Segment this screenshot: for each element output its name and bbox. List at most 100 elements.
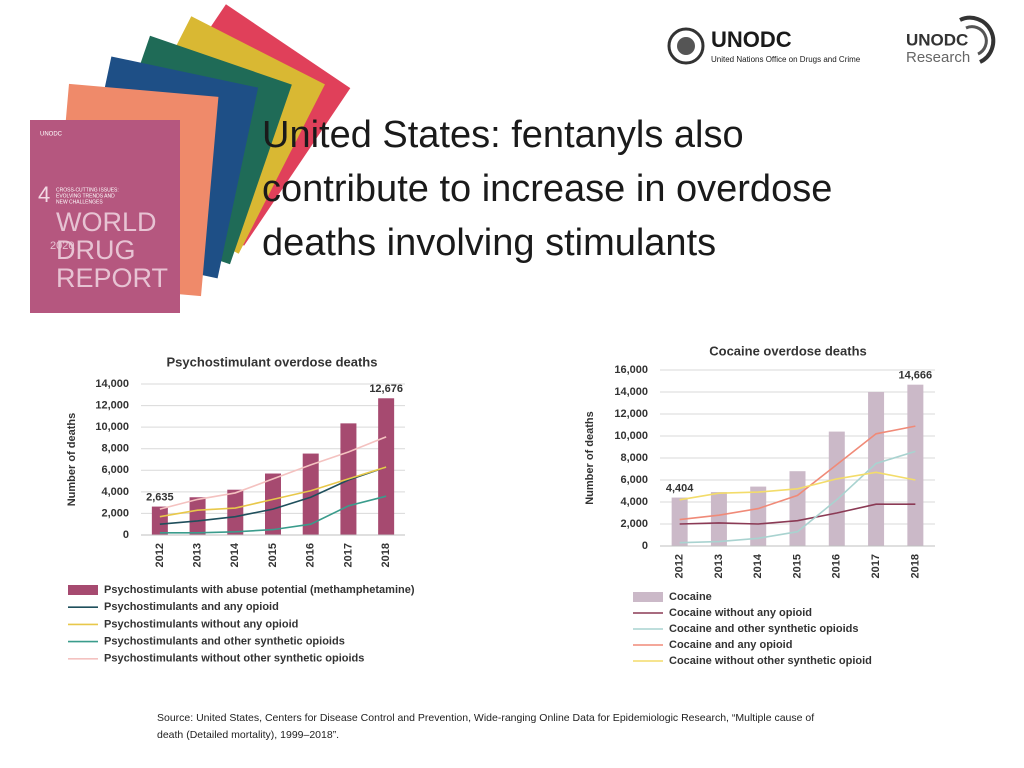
x-tick-label: 2014 (229, 542, 241, 567)
logo-text: UNODC (906, 30, 968, 49)
logo-text: UNODC (711, 27, 792, 52)
line-series (159, 466, 387, 518)
y-tick-label: 2,000 (620, 518, 648, 530)
line-series (679, 503, 916, 525)
x-tick-label: 2012 (154, 543, 166, 567)
unodc-logo: UNODC United Nations Office on Drugs and… (667, 27, 861, 65)
data-label: 2,635 (146, 491, 174, 503)
cover-subtitle: NEW CHALLENGES (56, 199, 103, 205)
x-tick-label: 2015 (791, 554, 803, 578)
research-logo: UNODC Research (906, 15, 996, 66)
legend-label: Cocaine and other synthetic opioids (669, 623, 858, 635)
x-tick-label: 2013 (191, 543, 203, 567)
x-tick-label: 2012 (674, 554, 686, 578)
legend-label: Psychostimulants with abuse potential (m… (104, 584, 415, 596)
line-series (679, 471, 916, 501)
un-emblem-globe (677, 37, 695, 55)
x-tick-label: 2016 (831, 554, 843, 578)
y-tick-label: 12,000 (614, 408, 648, 420)
slide-title: United States: fentanyls also (262, 114, 744, 156)
legend-label: Cocaine without any opioid (669, 607, 812, 619)
data-label: 14,666 (899, 370, 933, 382)
y-tick-label: 2,000 (101, 507, 129, 519)
cover-subtitle: EVOLVING TRENDS AND (56, 193, 115, 199)
chart: Cocaine overdose deaths Number of deaths 0… (584, 343, 935, 667)
y-tick-label: 0 (123, 529, 129, 541)
line-series (159, 436, 387, 510)
line-series (159, 495, 387, 534)
y-tick-label: 4,000 (101, 486, 129, 498)
y-tick-label: 4,000 (620, 496, 648, 508)
y-tick-label: 8,000 (101, 443, 129, 455)
bar (227, 489, 244, 535)
y-tick-label: 12,000 (95, 399, 129, 411)
x-tick-label: 2016 (305, 543, 317, 567)
logo-subtext: United Nations Office on Drugs and Crime (711, 55, 861, 64)
y-tick-label: 6,000 (620, 474, 648, 486)
legend-label: Psychostimulants without any opioid (104, 618, 298, 630)
source-note: death (Detailed mortality), 1999–2018”. (157, 729, 339, 741)
legend-swatch (633, 592, 663, 602)
cover-brand: UNODC (40, 132, 63, 138)
y-tick-label: 6,000 (101, 464, 129, 476)
chart-title: Psychostimulant overdose deaths (167, 354, 378, 369)
bar (789, 471, 806, 546)
cover-title: REPORT (56, 263, 168, 293)
legend-label: Cocaine and any opioid (669, 639, 792, 651)
report-covers: UNODC 4 CROSS-CUTTING ISSUES: EVOLVING T… (30, 4, 351, 313)
x-tick-label: 2014 (752, 553, 764, 578)
bar (868, 392, 885, 546)
y-tick-label: 8,000 (620, 452, 648, 464)
bar (828, 431, 845, 546)
slide-title: contribute to increase in overdose (262, 168, 832, 210)
cover-title: DRUG (56, 235, 136, 265)
cover-number: 4 (38, 182, 50, 207)
legend-label: Cocaine without other synthetic opioid (669, 655, 872, 667)
y-tick-label: 14,000 (614, 386, 648, 398)
bar (302, 453, 319, 535)
slide-title: deaths involving stimulants (262, 222, 716, 264)
cover-subtitle: CROSS-CUTTING ISSUES: (56, 187, 119, 193)
chart-title: Cocaine overdose deaths (709, 343, 867, 358)
x-tick-label: 2018 (909, 554, 921, 578)
cover-title: WORLD (56, 207, 157, 237)
bar (378, 398, 395, 535)
y-tick-label: 16,000 (614, 364, 648, 376)
x-tick-label: 2013 (713, 554, 725, 578)
source-note: Source: United States, Centers for Disea… (157, 712, 814, 724)
bar (907, 384, 924, 546)
legend-label: Psychostimulants without other synthetic… (104, 653, 364, 665)
y-tick-label: 10,000 (95, 421, 129, 433)
legend-label: Psychostimulants and any opioid (104, 601, 279, 613)
x-tick-label: 2017 (342, 543, 354, 567)
bar (151, 506, 168, 535)
logo-arc (959, 15, 996, 64)
x-tick-label: 2017 (870, 554, 882, 578)
legend-label: Psychostimulants and other synthetic opi… (104, 636, 345, 648)
y-tick-label: 14,000 (95, 378, 129, 390)
y-axis-label: Number of deaths (584, 411, 596, 505)
cover-front (30, 120, 180, 313)
x-tick-label: 2018 (380, 543, 392, 567)
y-axis-label: Number of deaths (66, 413, 78, 507)
x-tick-label: 2015 (267, 543, 279, 567)
bar (671, 497, 688, 546)
bar (750, 486, 767, 546)
logo-subtext: Research (906, 49, 970, 66)
legend-swatch (68, 585, 98, 595)
logo-arc (965, 25, 988, 56)
line-series (159, 466, 387, 526)
y-tick-label: 0 (642, 540, 648, 552)
bar (265, 473, 281, 535)
cover-year: 2020 (50, 240, 74, 252)
data-label: 12,676 (369, 383, 403, 395)
line-series (679, 425, 916, 521)
bar (710, 492, 727, 546)
y-tick-label: 10,000 (614, 430, 648, 442)
line-series (679, 450, 916, 544)
bar (189, 497, 206, 535)
chart: Psychostimulant overdose deaths Number of… (66, 354, 415, 664)
legend-label: Cocaine (669, 591, 712, 603)
data-label: 4,404 (666, 482, 694, 494)
